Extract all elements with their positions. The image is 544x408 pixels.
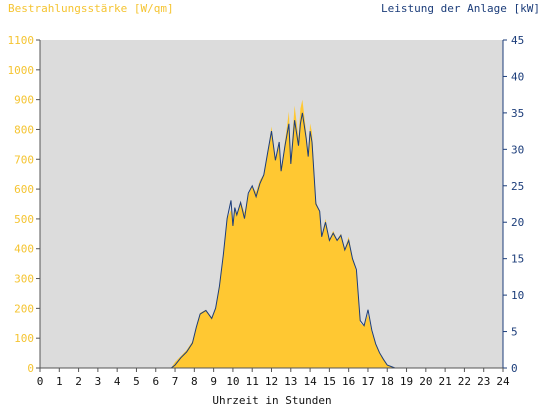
x-tick-label: 16: [342, 375, 355, 388]
left-tick-label: 0: [27, 362, 34, 375]
right-tick-label: 40: [511, 70, 524, 83]
right-tick-label: 35: [511, 107, 524, 120]
x-tick-label: 20: [419, 375, 432, 388]
x-tick-label: 11: [246, 375, 259, 388]
axes-layer: 0100200300400500600700800900100011000510…: [8, 34, 525, 388]
left-tick-label: 900: [14, 94, 34, 107]
x-tick-label: 6: [152, 375, 159, 388]
x-tick-label: 21: [439, 375, 452, 388]
right-tick-label: 25: [511, 180, 524, 193]
x-tick-label: 7: [172, 375, 179, 388]
x-tick-label: 12: [265, 375, 278, 388]
right-tick-label: 45: [511, 34, 524, 47]
x-tick-label: 5: [133, 375, 140, 388]
irradiance-area: [40, 99, 503, 368]
x-tick-label: 10: [226, 375, 239, 388]
right-tick-label: 20: [511, 216, 524, 229]
left-tick-label: 500: [14, 213, 34, 226]
x-tick-label: 9: [210, 375, 217, 388]
series-layer: [40, 99, 503, 369]
right-tick-label: 0: [511, 362, 518, 375]
x-tick-label: 8: [191, 375, 198, 388]
right-axis-title: Leistung der Anlage [kW]: [381, 2, 540, 15]
left-tick-label: 400: [14, 243, 34, 256]
left-tick-label: 300: [14, 273, 34, 286]
left-tick-label: 700: [14, 153, 34, 166]
left-tick-label: 1000: [8, 64, 35, 77]
left-tick-label: 100: [14, 332, 34, 345]
right-tick-label: 15: [511, 253, 524, 266]
x-tick-label: 23: [477, 375, 490, 388]
x-tick-label: 17: [361, 375, 374, 388]
x-tick-label: 14: [303, 375, 317, 388]
x-tick-label: 13: [284, 375, 297, 388]
x-tick-label: 1: [56, 375, 63, 388]
x-tick-label: 2: [75, 375, 82, 388]
x-tick-label: 15: [323, 375, 336, 388]
left-tick-label: 1100: [8, 34, 35, 47]
x-tick-label: 22: [458, 375, 471, 388]
left-tick-label: 800: [14, 123, 34, 136]
x-tick-label: 0: [37, 375, 44, 388]
x-tick-label: 4: [114, 375, 121, 388]
left-axis-title: Bestrahlungsstärke [W/qm]: [8, 2, 174, 15]
x-tick-label: 24: [496, 375, 510, 388]
x-tick-label: 19: [400, 375, 413, 388]
power-line: [40, 112, 503, 369]
x-tick-label: 18: [381, 375, 394, 388]
left-tick-label: 600: [14, 183, 34, 196]
right-tick-label: 30: [511, 143, 524, 156]
x-axis-title: Uhrzeit in Stunden: [212, 394, 332, 407]
right-tick-label: 5: [511, 326, 518, 339]
left-tick-label: 200: [14, 302, 34, 315]
x-tick-label: 3: [95, 375, 102, 388]
right-tick-label: 10: [511, 289, 524, 302]
